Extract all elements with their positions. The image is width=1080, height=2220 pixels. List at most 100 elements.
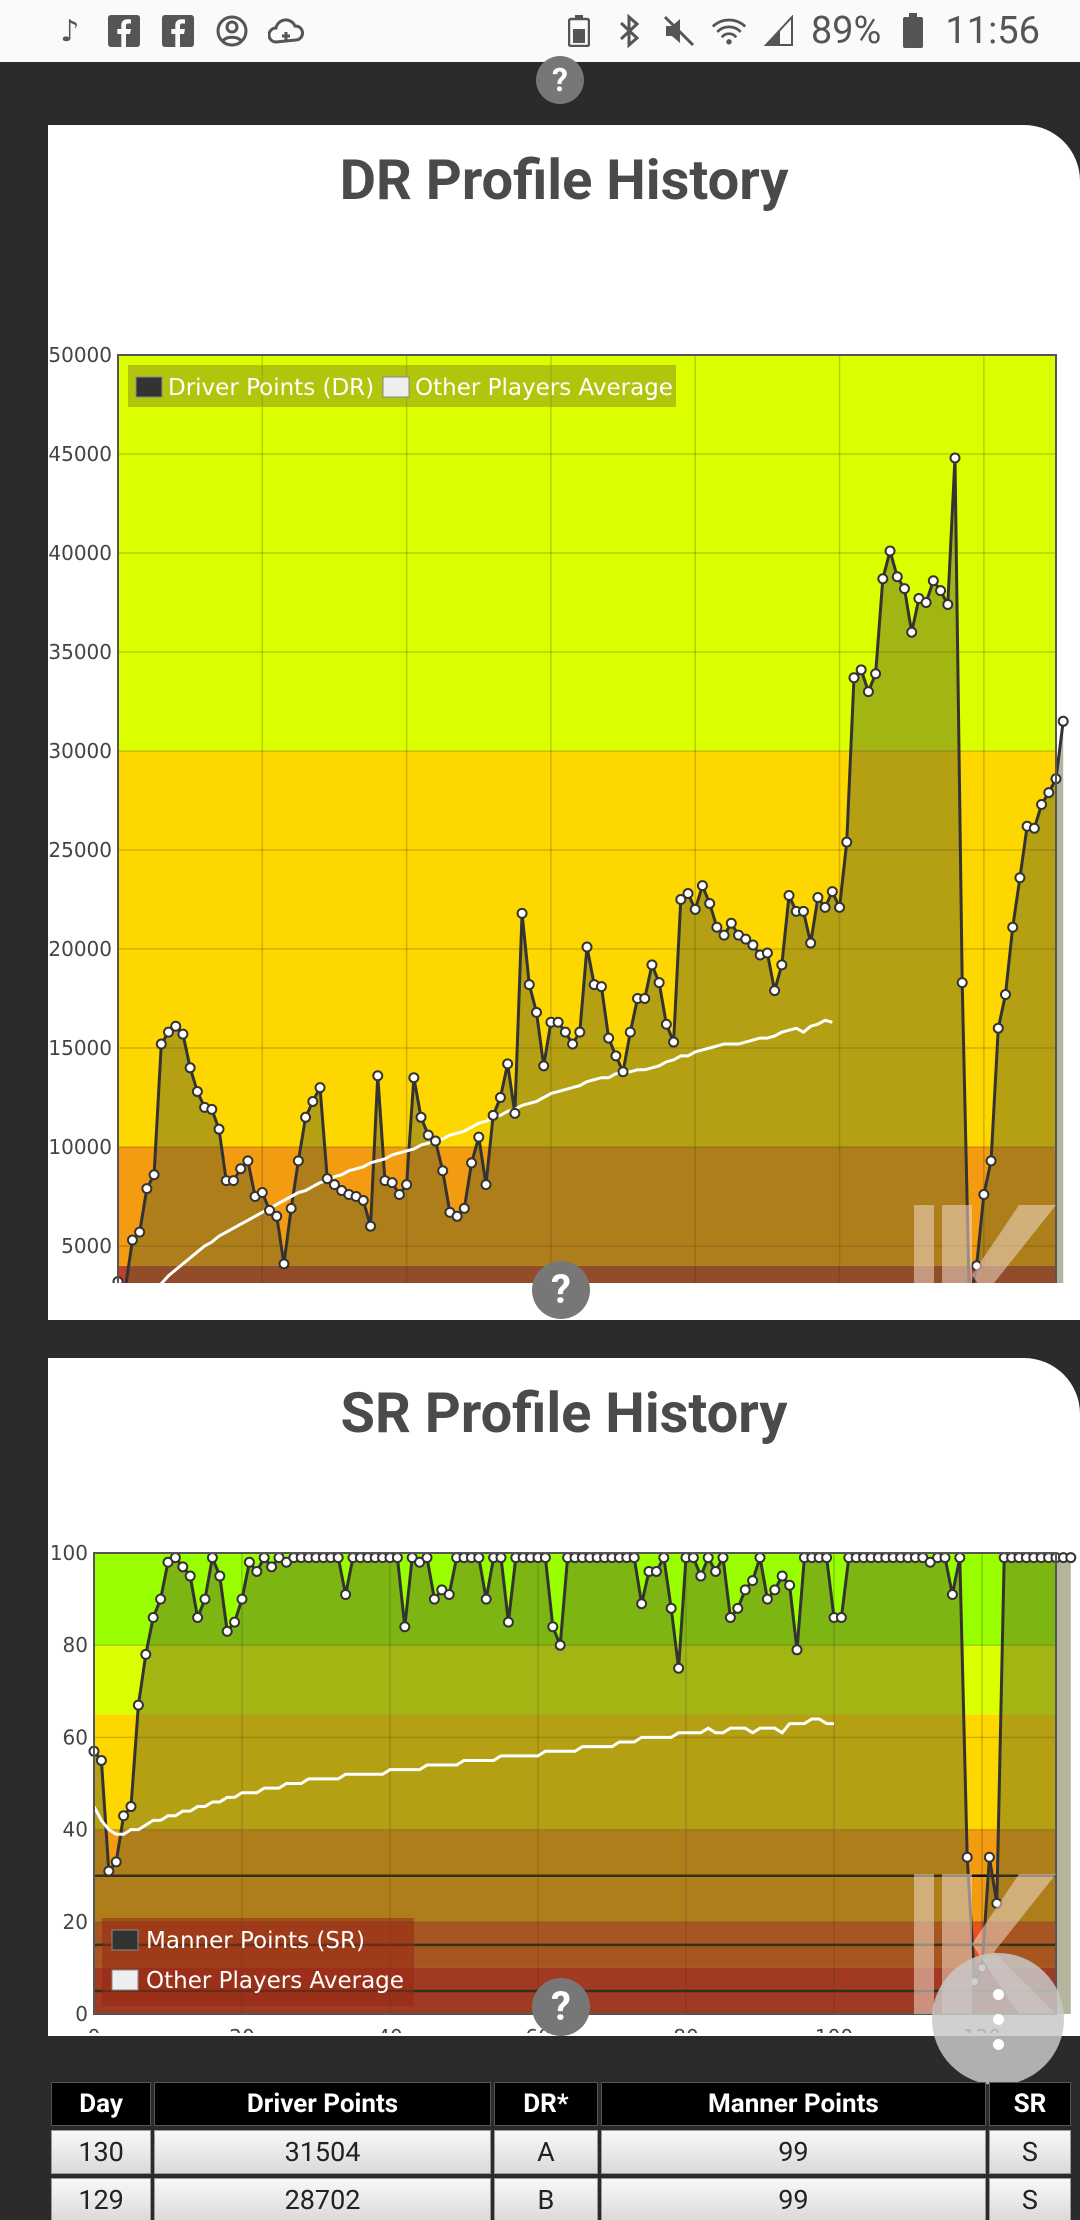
data-point	[784, 1579, 796, 1591]
more-options-button[interactable]	[932, 1953, 1064, 2085]
y-tick-label: 80	[63, 1633, 88, 1657]
wifi-icon	[711, 13, 747, 49]
data-point	[718, 929, 730, 941]
data-point	[689, 903, 701, 915]
data-point	[495, 1552, 507, 1564]
data-point	[192, 1612, 204, 1624]
data-point	[668, 1036, 680, 1048]
watermark-bar	[914, 1205, 934, 1283]
data-point	[797, 905, 809, 917]
data-point	[235, 1163, 247, 1175]
data-point	[229, 1616, 241, 1628]
dot-icon	[993, 2014, 1004, 2025]
data-point	[1028, 822, 1040, 834]
notification-icons: ♪	[52, 13, 304, 49]
y-tick-label: 30000	[48, 739, 112, 763]
data-point	[422, 1129, 434, 1141]
data-point	[946, 1588, 958, 1600]
rank-band	[94, 1645, 1056, 1715]
data-point	[898, 583, 910, 595]
data-point	[821, 1552, 833, 1564]
cell-driver-points: 28702	[154, 2178, 491, 2220]
header-manner-points[interactable]: Manner Points	[601, 2082, 986, 2126]
data-point	[539, 1552, 551, 1564]
data-point	[103, 1865, 115, 1877]
data-point	[725, 917, 737, 929]
header-driver-points[interactable]: Driver Points	[154, 2082, 491, 2126]
data-point	[393, 1189, 405, 1201]
header-sr[interactable]: SR	[988, 2082, 1071, 2126]
y-tick-label: 40	[63, 1818, 88, 1842]
data-point	[939, 1552, 951, 1564]
y-tick-label: 100	[50, 1541, 88, 1565]
data-point	[494, 1092, 506, 1103]
data-point	[251, 1565, 263, 1577]
battery-icon	[895, 13, 931, 49]
data-point	[636, 1598, 648, 1610]
data-point	[147, 1612, 159, 1624]
data-point	[711, 921, 723, 933]
data-point	[835, 1612, 847, 1624]
data-point	[256, 1187, 268, 1199]
data-point	[163, 1026, 175, 1038]
data-point	[386, 1177, 398, 1189]
data-point	[769, 985, 781, 997]
data-point	[747, 1575, 759, 1587]
data-point	[1057, 715, 1069, 727]
rank-band	[94, 1714, 1056, 1830]
data-point	[754, 1552, 766, 1564]
data-point	[1007, 921, 1019, 933]
data-point	[695, 1570, 707, 1582]
data-point	[415, 1111, 427, 1123]
data-point	[516, 907, 528, 919]
chart-legend: Driver Points (DR) Other Players Average	[128, 365, 676, 407]
x-tick-label: 80	[673, 2025, 698, 2033]
data-point	[812, 892, 824, 904]
cloud-icon	[268, 13, 304, 49]
facebook-icon	[106, 13, 142, 49]
data-point	[581, 941, 593, 953]
dr-help-button[interactable]: ?	[532, 1261, 590, 1319]
data-point	[687, 1552, 699, 1564]
account-icon	[214, 13, 250, 49]
dot-icon	[993, 2039, 1004, 2050]
data-point	[473, 1552, 485, 1564]
data-point	[675, 894, 687, 905]
data-point	[292, 1155, 304, 1167]
data-point	[567, 1038, 579, 1050]
data-point	[927, 575, 939, 587]
data-point	[480, 1593, 492, 1605]
data-point	[761, 1593, 773, 1605]
data-point	[653, 977, 665, 989]
data-point	[920, 597, 932, 608]
data-point	[999, 989, 1011, 1001]
y-tick-label: 45000	[48, 442, 112, 466]
data-point	[214, 1570, 226, 1582]
data-point	[942, 598, 954, 610]
data-point	[610, 1050, 622, 1062]
data-point	[554, 1639, 566, 1651]
help-button[interactable]: ?	[536, 56, 584, 104]
data-point	[949, 452, 961, 464]
data-point	[391, 1552, 403, 1564]
watermark-k-arms	[972, 1205, 1056, 1283]
data-point	[739, 1584, 751, 1596]
table-header-row: Day Driver Points DR* Manner Points SR	[51, 2082, 1071, 2126]
data-point	[184, 1062, 196, 1074]
sr-help-button[interactable]: ?	[532, 1978, 590, 2036]
header-dr[interactable]: DR*	[493, 2082, 599, 2126]
header-day[interactable]: Day	[51, 2082, 152, 2126]
data-point	[1043, 787, 1055, 799]
data-point	[978, 1189, 990, 1201]
data-point	[1014, 872, 1026, 884]
x-tick-label: 20	[229, 2025, 254, 2033]
bluetooth-icon	[611, 13, 647, 49]
data-point	[956, 977, 968, 989]
data-point	[791, 1644, 803, 1656]
dr-chart: 0204060801001200500010000150002000025000…	[48, 343, 1069, 1283]
data-point	[961, 1851, 973, 1863]
data-point	[170, 1020, 182, 1032]
data-point	[125, 1801, 137, 1813]
data-point	[862, 686, 874, 698]
mute-icon	[661, 13, 697, 49]
